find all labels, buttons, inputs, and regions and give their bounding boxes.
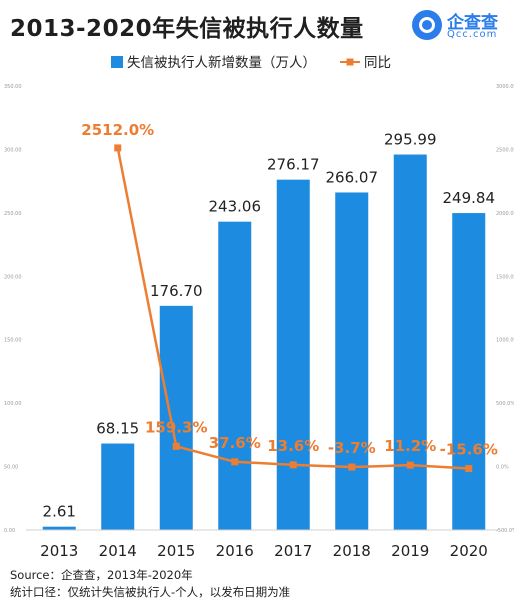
bar-value-label: 276.17 xyxy=(267,156,320,174)
line-point xyxy=(406,461,414,469)
bar-value-label: 266.07 xyxy=(326,168,379,186)
line-point xyxy=(231,458,239,466)
y-right-tick-label: 1000.0% xyxy=(496,338,514,344)
x-tick-label: 2017 xyxy=(274,542,312,560)
bar-labels: 2.61 68.15 176.70 243.06 276.17 266.07 295.99 2… xyxy=(43,131,495,521)
x-axis: 2013 2014 2015 2016 2017 2018 2019 2020 xyxy=(26,529,498,560)
x-tick-label: 2019 xyxy=(391,542,429,560)
chart: 0.00 50.00 100.00 150.00 200.00 250.00 300.00 3… xyxy=(4,55,514,560)
line-series xyxy=(114,144,473,473)
bar xyxy=(159,305,193,530)
bar-value-label: 249.84 xyxy=(443,189,496,207)
x-tick-label: 2015 xyxy=(157,542,195,560)
line-value-label: -15.6% xyxy=(440,441,498,459)
bar-value-label: 243.06 xyxy=(209,198,262,216)
chart-header: 2013-2020年失信被执行人数量 企查查 Qcc.com xyxy=(0,0,514,50)
y-right-tick-label: -500.0% xyxy=(496,528,514,534)
bar-value-label: 2.61 xyxy=(43,503,76,521)
line-value-label: 37.6% xyxy=(209,434,261,452)
x-tick-label: 2020 xyxy=(450,542,488,560)
line-value-label: 2512.0% xyxy=(81,121,154,139)
y-right-tick-label: 0.0% xyxy=(496,465,509,471)
bar xyxy=(393,154,427,530)
legend-line-marker xyxy=(346,58,354,66)
bar-value-label: 176.70 xyxy=(150,282,203,300)
y-left-tick-label: 250.00 xyxy=(4,211,22,217)
y-left-tick-label: 200.00 xyxy=(4,274,22,280)
y-left-tick-label: 350.00 xyxy=(4,84,22,90)
x-tick-label: 2014 xyxy=(99,542,137,560)
y-left-tick-label: 0.00 xyxy=(4,528,15,534)
y-left-tick-label: 100.00 xyxy=(4,401,22,407)
line-value-label: 159.3% xyxy=(145,418,207,436)
line-value-label: 13.6% xyxy=(267,437,319,455)
chart-footer: Source：企查查，2013年-2020年 统计口径：仅统计失信被执行人-个人… xyxy=(10,567,290,601)
legend-bar-swatch xyxy=(111,56,123,68)
bar xyxy=(42,526,76,530)
y-left-tick-label: 50.00 xyxy=(4,465,18,471)
line-point xyxy=(114,144,122,152)
legend-bar-label: 失信被执行人新增数量（万人） xyxy=(127,55,316,71)
line-point xyxy=(465,465,473,473)
y-right-tick-label: 1500.0% xyxy=(496,274,514,280)
brand-name: 企查查 xyxy=(447,13,498,33)
line-labels: 2512.0% 159.3%37.6% 13.6% -3.7% 11.2% -15.6% xyxy=(81,121,498,459)
bar xyxy=(276,179,310,530)
y-right-tick-label: 3000.0% xyxy=(496,84,514,90)
line-value-label: -3.7% xyxy=(328,439,376,457)
bar-value-label: 68.15 xyxy=(96,420,139,438)
legend: 失信被执行人新增数量（万人） 同比 xyxy=(111,55,391,71)
line-point xyxy=(289,461,297,469)
y-left-tick-label: 150.00 xyxy=(4,338,22,344)
chart-title: 2013-2020年失信被执行人数量 xyxy=(10,16,364,42)
scope-note: 统计口径：仅统计失信被执行人-个人，以发布日期为准 xyxy=(10,585,291,599)
bar xyxy=(452,213,486,530)
y-left-tick-label: 300.00 xyxy=(4,147,22,153)
y-axis-right: -500.0% 0.0% 500.0% 1000.0% 1500.0% 2000.0% 25… xyxy=(496,84,514,534)
legend-line-label: 同比 xyxy=(364,55,391,71)
line-point xyxy=(348,463,356,471)
line-value-label: 11.2% xyxy=(384,437,436,455)
brand-logo-icon xyxy=(412,10,442,40)
x-tick-label: 2013 xyxy=(40,542,78,560)
brand-logo: 企查查 Qcc.com xyxy=(412,8,504,44)
bar-value-label: 295.99 xyxy=(384,131,437,149)
bar-series xyxy=(42,154,486,531)
y-axis-left: 0.00 50.00 100.00 150.00 200.00 250.00 300.00 3… xyxy=(4,84,22,534)
x-tick-label: 2016 xyxy=(216,542,254,560)
brand-domain: Qcc.com xyxy=(447,29,498,40)
y-right-tick-label: 2000.0% xyxy=(496,211,514,217)
bar xyxy=(218,221,252,531)
y-right-tick-label: 500.0% xyxy=(496,401,514,407)
bar xyxy=(335,192,369,531)
x-tick-label: 2018 xyxy=(333,542,371,560)
source-note: Source：企查查，2013年-2020年 xyxy=(10,568,193,582)
bar xyxy=(101,443,135,530)
y-right-tick-label: 2500.0% xyxy=(496,147,514,153)
line-point xyxy=(172,442,180,450)
